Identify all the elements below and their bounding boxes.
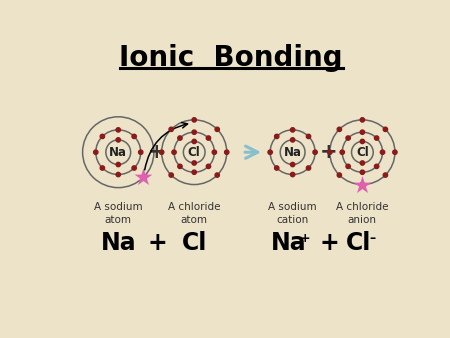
Circle shape [192,130,196,134]
Circle shape [360,183,364,187]
Circle shape [346,136,350,140]
Circle shape [169,127,173,131]
Text: Na: Na [271,231,306,255]
Circle shape [337,173,342,177]
Point [140,174,147,180]
Text: –: – [369,232,375,244]
Circle shape [169,173,173,177]
Circle shape [192,118,196,122]
Circle shape [159,150,164,154]
Circle shape [360,130,364,134]
Circle shape [100,134,104,139]
Text: A chloride
atom: A chloride atom [168,202,220,225]
Circle shape [178,136,182,140]
Text: Na: Na [100,231,136,255]
Circle shape [116,128,121,132]
Circle shape [215,127,220,131]
Circle shape [374,136,379,140]
Circle shape [290,138,295,142]
Circle shape [340,150,344,154]
Circle shape [360,118,364,122]
Circle shape [192,170,196,174]
Text: Cl: Cl [188,146,201,159]
Text: Ionic  Bonding: Ionic Bonding [119,44,342,72]
Text: +: + [320,142,338,162]
Circle shape [116,172,121,177]
Circle shape [215,173,220,177]
Circle shape [337,127,342,131]
Circle shape [212,150,216,154]
Circle shape [94,150,98,154]
Circle shape [100,166,104,170]
Circle shape [360,170,364,174]
Circle shape [116,138,121,142]
Circle shape [108,142,128,162]
Circle shape [274,134,279,139]
Circle shape [186,144,203,161]
Text: A sodium
atom: A sodium atom [94,202,143,225]
Circle shape [268,150,272,154]
Circle shape [383,173,387,177]
Circle shape [346,164,350,169]
Circle shape [178,164,182,169]
Text: Cl: Cl [356,146,369,159]
Circle shape [274,166,279,170]
FancyArrowPatch shape [245,146,258,158]
Text: A sodium
cation: A sodium cation [268,202,317,225]
Circle shape [306,134,310,139]
Circle shape [192,161,196,165]
Text: +: + [148,142,166,162]
Circle shape [225,150,229,154]
Circle shape [354,144,371,161]
Circle shape [206,164,211,169]
Circle shape [380,150,385,154]
Circle shape [290,172,295,177]
Circle shape [132,166,136,170]
Circle shape [290,162,295,167]
Circle shape [328,150,332,154]
Text: +: + [300,232,310,244]
Circle shape [116,162,121,167]
Text: A chloride
anion: A chloride anion [336,202,389,225]
Circle shape [132,134,136,139]
Circle shape [360,139,364,144]
Text: Na: Na [284,146,302,159]
Circle shape [374,164,379,169]
Circle shape [139,150,143,154]
Circle shape [206,136,211,140]
Text: Cl: Cl [346,231,371,255]
Circle shape [393,150,397,154]
Text: Na: Na [109,146,127,159]
Circle shape [192,139,196,144]
Circle shape [360,161,364,165]
Text: +: + [147,231,167,255]
Text: Cl: Cl [181,231,207,255]
Circle shape [306,166,310,170]
Circle shape [313,150,317,154]
Point [359,182,366,187]
Text: +: + [319,231,339,255]
Circle shape [283,142,303,162]
Circle shape [383,127,387,131]
Circle shape [290,128,295,132]
Circle shape [172,150,176,154]
